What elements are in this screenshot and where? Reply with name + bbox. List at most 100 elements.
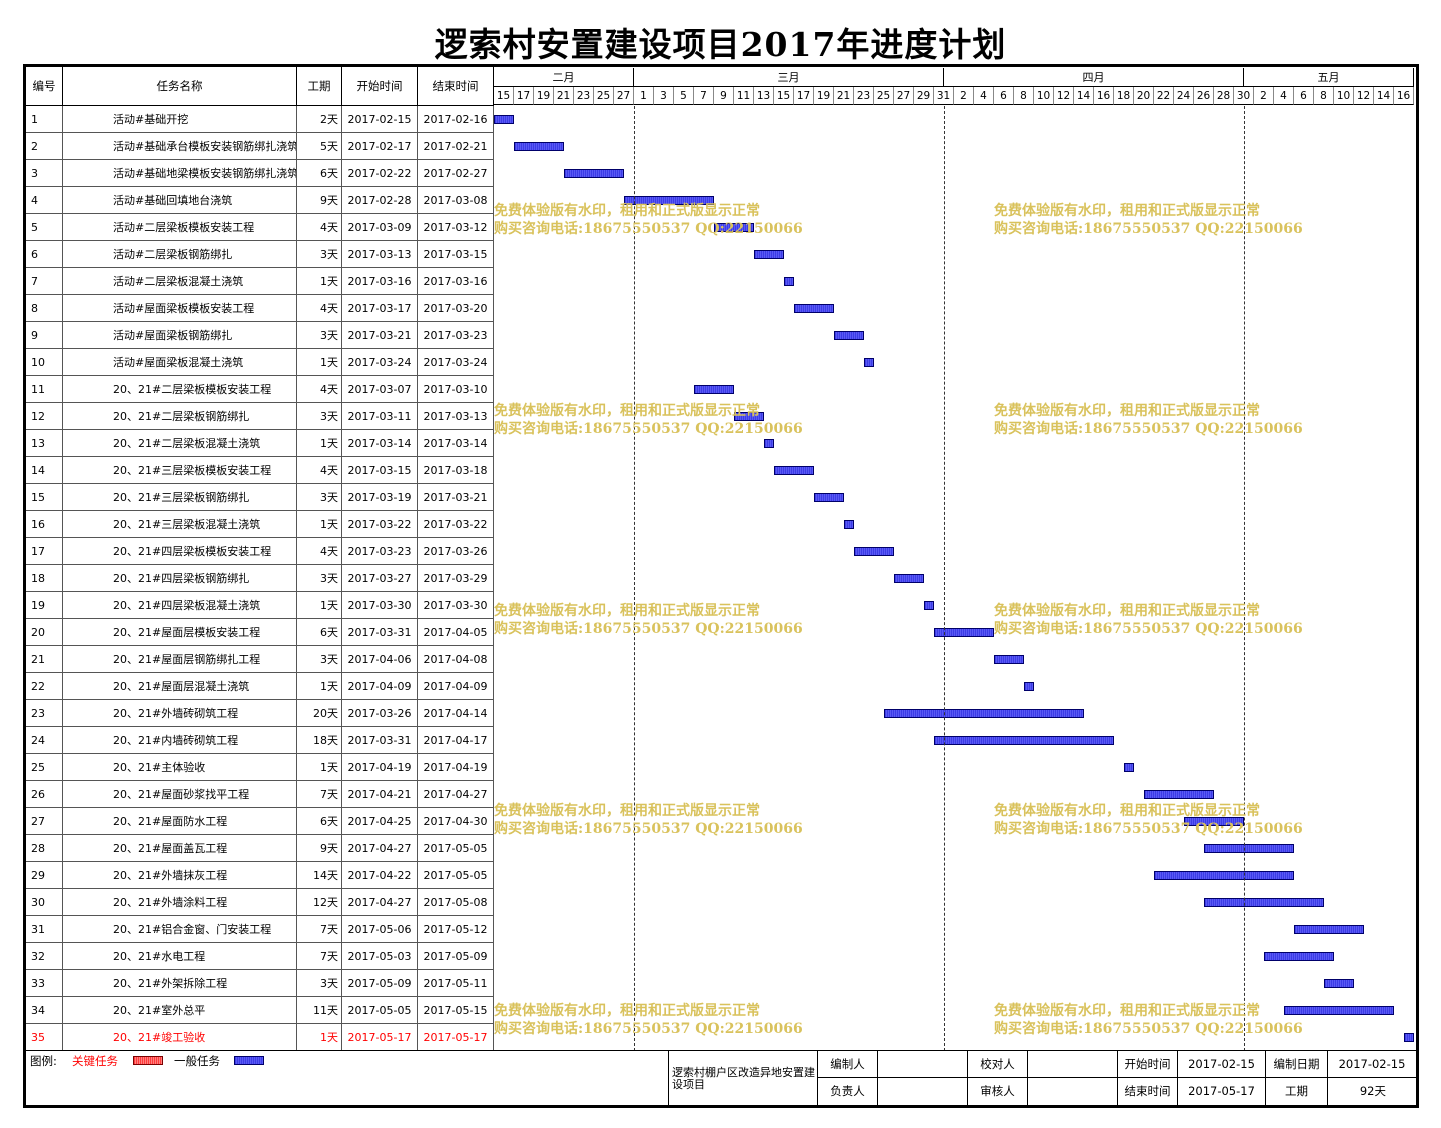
watermark-line1: 免费体验版有水印，租用和正式版显示正常 [494,603,760,619]
duration-label: 工期 [1266,1078,1328,1105]
task-end: 2017-02-27 [418,160,494,187]
reviewer-value [1028,1078,1118,1105]
table-row: 29 20、21#外墙抹灰工程 14天 2017-04-22 2017-05-05 [26,862,494,889]
watermark: 免费体验版有水印，租用和正式版显示正常 购买咨询电话:18675550537 QQ… [494,1002,803,1038]
month-header: 三月 [634,68,944,87]
owner-label: 负责人 [818,1078,878,1105]
day-tick-label: 2 [1254,87,1274,105]
task-name: 20、21#二层梁板钢筋绑扎 [63,403,297,430]
table-row: 2 活动#基础承台模板安装钢筋绑扎浇筑 5天 2017-02-17 2017-02-21 [26,133,494,160]
gantt-bar [564,169,624,178]
task-name: 活动#二层梁板钢筋绑扎 [63,241,297,268]
gantt-bar [1284,1006,1394,1015]
gantt-bar [814,493,844,502]
gantt-bar [1264,952,1334,961]
reviewer-label: 审核人 [968,1078,1028,1105]
gantt-bar [834,331,864,340]
day-tick-label: 10 [1334,87,1354,105]
table-row: 35 20、21#竣工验收 1天 2017-05-17 2017-05-17 [26,1024,494,1051]
month-divider [634,106,635,1051]
day-tick-label: 8 [1314,87,1334,105]
table-row: 25 20、21#主体验收 1天 2017-04-19 2017-04-19 [26,754,494,781]
gantt-bar [854,547,894,556]
day-tick-label: 16 [1394,87,1414,105]
task-end: 2017-04-09 [418,673,494,700]
day-tick-label: 20 [1134,87,1154,105]
task-start: 2017-03-27 [342,565,418,592]
day-tick-label: 21 [554,87,574,105]
table-row: 18 20、21#四层梁板钢筋绑扎 3天 2017-03-27 2017-03-29 [26,565,494,592]
task-duration: 3天 [297,565,342,592]
task-id: 22 [26,673,63,700]
task-start: 2017-03-11 [342,403,418,430]
task-start: 2017-03-15 [342,457,418,484]
task-id: 35 [26,1024,63,1051]
task-end: 2017-04-27 [418,781,494,808]
day-tick-label: 13 [754,87,774,105]
day-tick-label: 12 [1054,87,1074,105]
task-end: 2017-04-14 [418,700,494,727]
table-row: 14 20、21#三层梁板模板安装工程 4天 2017-03-15 2017-03-18 [26,457,494,484]
day-tick-label: 27 [614,87,634,105]
task-duration: 6天 [297,160,342,187]
task-name: 20、21#竣工验收 [63,1024,297,1051]
task-start: 2017-03-13 [342,241,418,268]
task-id: 18 [26,565,63,592]
table-row: 22 20、21#屋面层混凝土浇筑 1天 2017-04-09 2017-04-09 [26,673,494,700]
gantt-bar [844,520,854,529]
task-id: 24 [26,727,63,754]
editor-label: 编制人 [818,1051,878,1078]
gantt-bar [754,250,784,259]
task-id: 19 [26,592,63,619]
task-start: 2017-03-30 [342,592,418,619]
task-end: 2017-03-26 [418,538,494,565]
watermark-line2: 购买咨询电话:18675550537 QQ:22150066 [494,1021,803,1037]
task-end: 2017-03-14 [418,430,494,457]
task-end: 2017-03-21 [418,484,494,511]
day-tick-label: 14 [1374,87,1394,105]
day-tick-label: 5 [674,87,694,105]
task-start: 2017-03-26 [342,700,418,727]
task-start: 2017-03-07 [342,376,418,403]
task-end: 2017-03-30 [418,592,494,619]
task-name: 20、21#内墙砖砌筑工程 [63,727,297,754]
task-duration: 4天 [297,376,342,403]
task-id: 4 [26,187,63,214]
task-id: 33 [26,970,63,997]
gantt-bar [864,358,874,367]
month-header: 五月 [1244,68,1414,87]
gantt-bar [494,115,514,124]
task-id: 6 [26,241,63,268]
task-id: 8 [26,295,63,322]
start-label: 开始时间 [1118,1051,1178,1078]
task-name: 活动#基础地梁模板安装钢筋绑扎浇筑 [63,160,297,187]
watermark-line1: 免费体验版有水印，租用和正式版显示正常 [994,403,1260,419]
task-duration: 9天 [297,835,342,862]
task-name: 活动#二层梁板模板安装工程 [63,214,297,241]
legend-normal-swatch [234,1056,264,1065]
day-tick-label: 7 [694,87,714,105]
task-start: 2017-03-24 [342,349,418,376]
gantt-bar [1024,682,1034,691]
task-end: 2017-05-11 [418,970,494,997]
task-duration: 11天 [297,997,342,1024]
watermark-line2: 购买咨询电话:18675550537 QQ:22150066 [994,421,1303,437]
task-name: 20、21#外墙砖砌筑工程 [63,700,297,727]
table-row: 23 20、21#外墙砖砌筑工程 20天 2017-03-26 2017-04-14 [26,700,494,727]
task-start: 2017-02-17 [342,133,418,160]
task-duration: 12天 [297,889,342,916]
day-tick-label: 25 [874,87,894,105]
table-row: 28 20、21#屋面盖瓦工程 9天 2017-04-27 2017-05-05 [26,835,494,862]
task-end: 2017-04-19 [418,754,494,781]
watermark-line1: 免费体验版有水印，租用和正式版显示正常 [994,1003,1260,1019]
gantt-bar [774,466,814,475]
task-name: 活动#屋面梁板模板安装工程 [63,295,297,322]
task-id: 7 [26,268,63,295]
task-duration: 1天 [297,754,342,781]
task-start: 2017-05-03 [342,943,418,970]
watermark: 免费体验版有水印，租用和正式版显示正常 购买咨询电话:18675550537 QQ… [994,602,1303,638]
day-tick-label: 6 [1294,87,1314,105]
task-end: 2017-03-22 [418,511,494,538]
gantt-bar [514,142,564,151]
task-duration: 4天 [297,538,342,565]
